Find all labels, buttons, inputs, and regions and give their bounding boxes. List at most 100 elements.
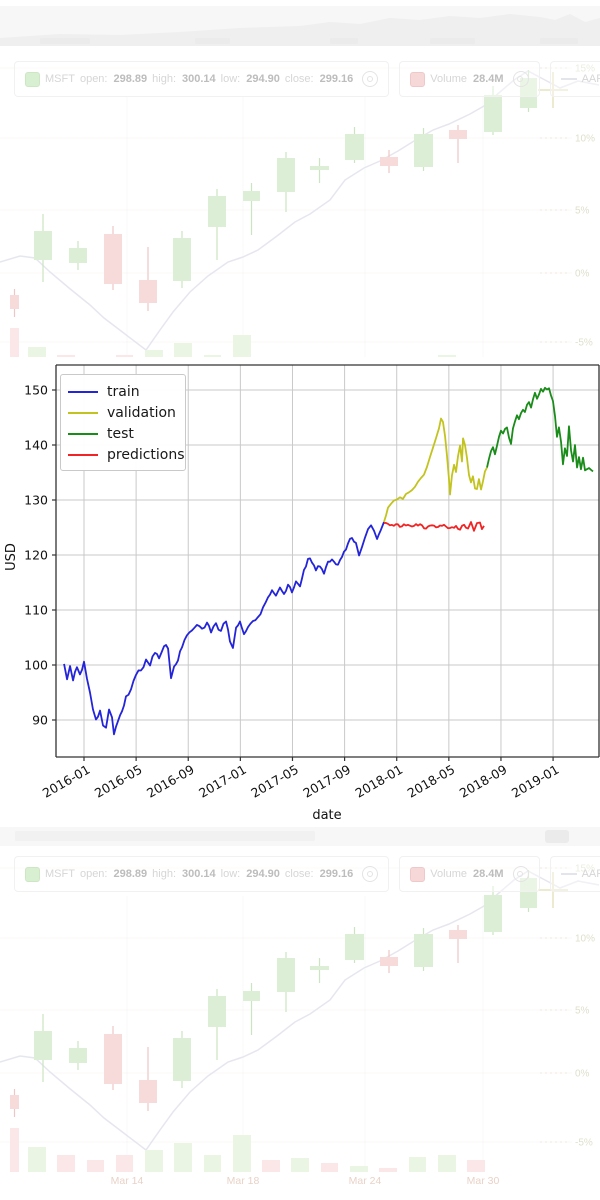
candlestick bbox=[449, 930, 467, 939]
candlestick bbox=[484, 95, 502, 132]
volume-label: Volume bbox=[430, 73, 467, 85]
volume-bar bbox=[87, 1160, 104, 1172]
msft-low-label: low: bbox=[220, 73, 241, 85]
volume-legend-box[interactable]: Volume 28.4M bbox=[399, 856, 540, 892]
volume-bar bbox=[145, 1150, 163, 1172]
date-axis-label: Mar 24 bbox=[349, 1175, 382, 1187]
line-swatch-icon bbox=[560, 78, 577, 80]
background-stock-chart-bottom: 15% 10% 5% 0% -5% Mar 14 Mar 18 Mar 24 Mar 30 bbox=[0, 827, 600, 1187]
volume-bar bbox=[379, 1168, 397, 1172]
candlestick bbox=[414, 934, 433, 967]
y-tick-label: 150 bbox=[24, 383, 48, 398]
volume-bar bbox=[350, 1166, 368, 1172]
msft-high-label: high: bbox=[152, 868, 176, 880]
y-tick-label: 90 bbox=[32, 713, 48, 728]
volume-bar bbox=[467, 1160, 485, 1172]
volume-bar bbox=[10, 1128, 19, 1172]
legend-item-predictions: predictions bbox=[68, 444, 185, 465]
volume-bar bbox=[291, 1158, 309, 1172]
y-axis-title: USD bbox=[4, 543, 19, 571]
volume-legend-box[interactable]: Volume 28.4M bbox=[399, 61, 540, 97]
gear-icon[interactable] bbox=[362, 71, 379, 87]
volume-bar bbox=[116, 355, 133, 357]
navigator-smudge bbox=[15, 831, 315, 841]
candlestick bbox=[104, 1034, 122, 1084]
compare-legend-box[interactable]: AAPL 165.38 ✕ bbox=[549, 61, 600, 97]
navigator-smudge bbox=[540, 38, 578, 44]
series-validation-line bbox=[383, 417, 488, 523]
msft-legend-box[interactable]: MSFT open: 298.89 high: 300.14 low: 294.… bbox=[14, 61, 390, 97]
ticker-legend-row: MSFT open: 298.89 high: 300.14 low: 294.… bbox=[14, 61, 600, 97]
legend-label: validation bbox=[107, 404, 176, 421]
navigator-smudge bbox=[330, 38, 358, 44]
candlestick bbox=[380, 157, 398, 166]
candlestick bbox=[414, 134, 433, 167]
percent-axis-label: 0% bbox=[575, 1069, 590, 1080]
date-axis-label: Mar 30 bbox=[467, 1175, 500, 1187]
candlestick bbox=[173, 1038, 191, 1081]
percent-axis-label: 15% bbox=[575, 864, 595, 875]
volume-bar bbox=[28, 347, 46, 357]
matplotlib-figure: 90 100 110 120 130 140 150 2016-01 2016-05 2016-0… bbox=[0, 357, 600, 826]
msft-close-value: 299.16 bbox=[319, 73, 354, 85]
candlestick bbox=[277, 958, 295, 992]
candlestick bbox=[173, 238, 191, 281]
candlestick bbox=[208, 196, 226, 227]
chart-legend: train validation test predictions bbox=[60, 374, 186, 471]
volume-bar bbox=[204, 1155, 221, 1172]
navigator-button[interactable] bbox=[545, 830, 569, 843]
line-swatch-icon bbox=[560, 873, 577, 875]
volume-swatch-icon bbox=[410, 866, 426, 882]
test-line-swatch-icon bbox=[68, 432, 98, 435]
candlestick bbox=[243, 991, 260, 1001]
volume-bar bbox=[438, 355, 456, 357]
series-test-line bbox=[486, 386, 594, 473]
msft-symbol: MSFT bbox=[45, 868, 75, 880]
candlestick bbox=[277, 158, 295, 192]
candlestick bbox=[310, 966, 329, 970]
gear-icon[interactable] bbox=[512, 71, 529, 87]
volume-bar bbox=[57, 1155, 75, 1172]
msft-high-value: 300.14 bbox=[182, 868, 216, 880]
candlestick bbox=[520, 878, 537, 908]
candlestick bbox=[208, 996, 226, 1027]
compare-symbol: AAPL bbox=[581, 73, 600, 85]
background-stock-chart-top: 15% 10% 5% 0% -5% bbox=[0, 6, 600, 357]
msft-close-label: close: bbox=[284, 73, 314, 85]
percent-axis-label: 15% bbox=[575, 64, 595, 75]
x-axis-title: date bbox=[312, 808, 341, 823]
compare-symbol: AAPL bbox=[581, 868, 600, 880]
candlestick bbox=[34, 231, 52, 260]
legend-item-test: test bbox=[68, 423, 185, 444]
plot-grid bbox=[56, 365, 599, 757]
compare-legend-box[interactable]: AAPL 165.38 ✕ bbox=[549, 856, 600, 892]
candlestick bbox=[10, 1095, 19, 1109]
candlestick bbox=[345, 934, 364, 960]
candlestick bbox=[10, 295, 19, 309]
msft-legend-box[interactable]: MSFT open: 298.89 high: 300.14 low: 294.… bbox=[14, 856, 390, 892]
volume-bar bbox=[262, 1160, 280, 1172]
percent-axis-label: 5% bbox=[575, 206, 590, 217]
navigator-smudge bbox=[40, 38, 90, 44]
legend-label: test bbox=[107, 425, 134, 442]
y-tick-label: 140 bbox=[24, 438, 48, 453]
volume-bar bbox=[233, 335, 251, 357]
candlestick bbox=[139, 280, 157, 303]
volume-bar bbox=[116, 1155, 133, 1172]
y-tick-label: 110 bbox=[24, 603, 48, 618]
candlestick bbox=[449, 130, 467, 139]
volume-bar bbox=[204, 355, 221, 357]
msft-close-value: 299.16 bbox=[319, 868, 354, 880]
candlestick bbox=[345, 134, 364, 160]
series-group bbox=[63, 386, 594, 736]
aapl-compare-line bbox=[0, 870, 600, 1152]
volume-bar bbox=[28, 1147, 46, 1172]
gear-icon[interactable] bbox=[512, 866, 529, 882]
candlestick bbox=[484, 895, 502, 932]
y-tick-label: 120 bbox=[24, 548, 48, 563]
volume-bar bbox=[57, 355, 75, 357]
gear-icon[interactable] bbox=[362, 866, 379, 882]
volume-label: Volume bbox=[430, 868, 467, 880]
msft-low-value: 294.90 bbox=[246, 868, 280, 880]
volume-bar bbox=[409, 1157, 426, 1172]
